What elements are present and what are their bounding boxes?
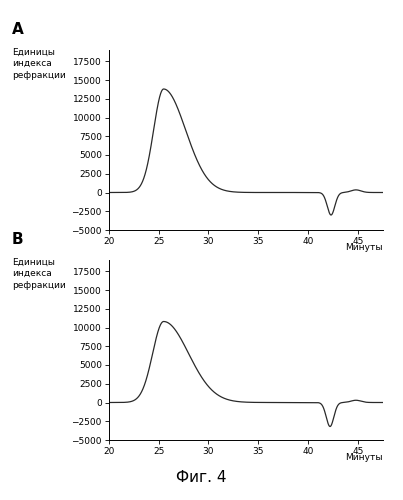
Text: Фиг. 4: Фиг. 4 xyxy=(176,470,227,485)
Text: Единицы
индекса
рефракции: Единицы индекса рефракции xyxy=(12,258,66,290)
Text: Минуты: Минуты xyxy=(345,244,383,252)
Text: B: B xyxy=(12,232,24,248)
Text: Минуты: Минуты xyxy=(345,454,383,462)
Text: Единицы
индекса
рефракции: Единицы индекса рефракции xyxy=(12,48,66,80)
Text: A: A xyxy=(12,22,24,38)
